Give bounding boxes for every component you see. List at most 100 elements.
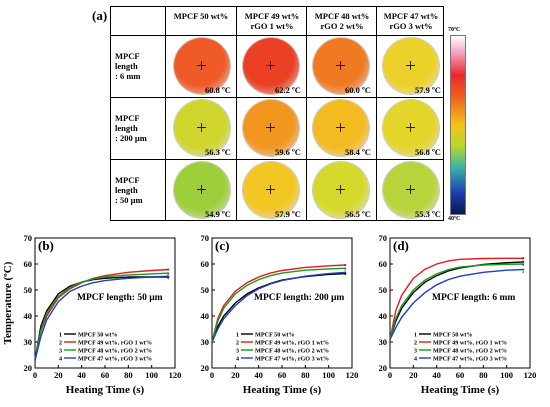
thermal-disc	[383, 38, 439, 94]
panel-a-letter: (a)	[92, 8, 108, 23]
series-line	[34, 275, 170, 361]
x-tick-label: 60	[101, 370, 110, 380]
y-tick-label: 30	[24, 337, 33, 347]
legend-label: MPCF 50 wt%	[255, 332, 295, 339]
crosshair-icon	[197, 185, 206, 194]
temperature-colorbar	[450, 35, 466, 215]
series-line	[211, 271, 347, 343]
y-tick-label: 30	[201, 337, 210, 347]
y-tick-label: 70	[379, 233, 388, 243]
legend-number: 2	[236, 341, 239, 347]
crosshair-icon	[406, 123, 415, 132]
series-end-number: 3	[522, 263, 524, 267]
thermal-disc	[383, 162, 439, 218]
temperature-label: 55.3 ºC	[415, 209, 441, 219]
x-tick-label: 120	[346, 370, 359, 380]
y-tick-label: 60	[24, 259, 33, 269]
y-tick-label: 50	[201, 285, 210, 295]
series-end-number: 3	[167, 272, 169, 276]
x-tick-label: 80	[124, 370, 133, 380]
thermal-disc	[243, 38, 299, 94]
annotation-label: MPCF length: 6 mm	[432, 293, 515, 303]
temperature-label: 54.9 ºC	[205, 209, 231, 219]
x-tick-label: 100	[500, 370, 513, 380]
series-end-number: 4	[522, 270, 524, 274]
x-tick-label: 0	[388, 370, 392, 380]
x-tick-label: 120	[169, 370, 182, 380]
legend-label: MPCF 47 wt%, rGO 3 wt%	[255, 356, 329, 363]
legend-label: MPCF 48 wt%, rGO 2 wt%	[78, 348, 152, 355]
y-axis-label: Temperature (ºC)	[2, 261, 14, 344]
x-tick-label: 20	[54, 370, 63, 380]
panel-letter: (c)	[215, 238, 229, 253]
crosshair-icon	[406, 61, 415, 70]
legend-label: MPCF 48 wt%, rGO 2 wt%	[255, 348, 329, 355]
y-tick-label: 70	[201, 233, 210, 243]
thermal-disc	[313, 100, 369, 156]
x-tick-label: 100	[322, 370, 335, 380]
thermal-disc	[243, 162, 299, 218]
column-header-4: MPCF 47 wt% rGO 3 wt%	[383, 11, 439, 31]
temperature-label: 56.8 ºC	[415, 147, 441, 157]
y-tick-label: 20	[201, 363, 210, 373]
x-tick-label: 40	[432, 370, 441, 380]
y-tick-label: 40	[379, 311, 388, 321]
y-tick-label: 60	[201, 259, 210, 269]
crosshair-icon	[197, 123, 206, 132]
x-tick-label: 20	[409, 370, 418, 380]
series-line	[389, 263, 525, 340]
legend-number: 3	[59, 349, 62, 355]
legend-label: MPCF 50 wt%	[433, 332, 473, 339]
series-line	[211, 267, 347, 343]
temperature-label: 60.8 ºC	[205, 85, 231, 95]
legend-label: MPCF 48 wt%, rGO 2 wt%	[433, 348, 507, 355]
legend-label: MPCF 49 wt%, rGO 1 wt%	[433, 340, 507, 347]
y-tick-label: 20	[24, 363, 33, 373]
crosshair-icon	[336, 61, 345, 70]
panel-letter: (d)	[393, 238, 409, 253]
y-tick-label: 50	[24, 285, 33, 295]
crosshair-icon	[266, 61, 275, 70]
crosshair-icon	[336, 123, 345, 132]
temperature-label: 58.4 ºC	[345, 147, 371, 157]
series-line	[389, 268, 525, 340]
x-axis-label: Heating Time (s)	[243, 384, 322, 396]
temperature-label: 57.9 ºC	[275, 209, 301, 219]
series-line	[389, 261, 525, 340]
series-line	[211, 264, 347, 343]
annotation-label: MPCF length: 200 µm	[254, 293, 344, 303]
x-tick-label: 40	[77, 370, 86, 380]
temperature-label: 57.9 ºC	[415, 85, 441, 95]
legend-number: 1	[59, 333, 62, 339]
temperature-label: 60.0 ºC	[345, 85, 371, 95]
x-tick-label: 20	[231, 370, 240, 380]
legend-label: MPCF 49 wt%, rGO 1 wt%	[255, 340, 329, 347]
x-tick-label: 80	[301, 370, 310, 380]
thermal-disc	[174, 100, 230, 156]
x-tick-label: 100	[145, 370, 158, 380]
y-tick-label: 50	[379, 285, 388, 295]
panel-letter: (b)	[38, 238, 54, 253]
x-axis-label: Heating Time (s)	[421, 384, 500, 396]
x-axis-label: Heating Time (s)	[66, 384, 145, 396]
legend-number: 3	[414, 349, 417, 355]
thermal-image-table: MPCF 50 wt% MPCF 49 wt% rGO 1 wt% MPCF 48…	[110, 6, 444, 221]
y-tick-label: 20	[379, 363, 388, 373]
colorbar-max-label: 70ºC	[448, 27, 461, 33]
column-header-1: MPCF 50 wt%	[173, 11, 229, 21]
legend-number: 1	[414, 333, 417, 339]
y-tick-label: 40	[201, 311, 210, 321]
crosshair-icon	[336, 185, 345, 194]
column-header-3: MPCF 48 wt% rGO 2 wt%	[314, 11, 370, 31]
crosshair-icon	[406, 185, 415, 194]
y-tick-label: 70	[24, 233, 33, 243]
legend-label: MPCF 49 wt%, rGO 1 wt%	[78, 340, 152, 347]
legend-label: MPCF 50 wt%	[78, 332, 118, 339]
legend-number: 2	[414, 341, 417, 347]
legend-number: 1	[236, 333, 239, 339]
legend-number: 4	[414, 357, 417, 363]
legend-label: MPCF 47 wt%, rGO 3 wt%	[433, 356, 507, 363]
crosshair-icon	[266, 123, 275, 132]
column-header-2: MPCF 49 wt% rGO 1 wt%	[244, 11, 300, 31]
